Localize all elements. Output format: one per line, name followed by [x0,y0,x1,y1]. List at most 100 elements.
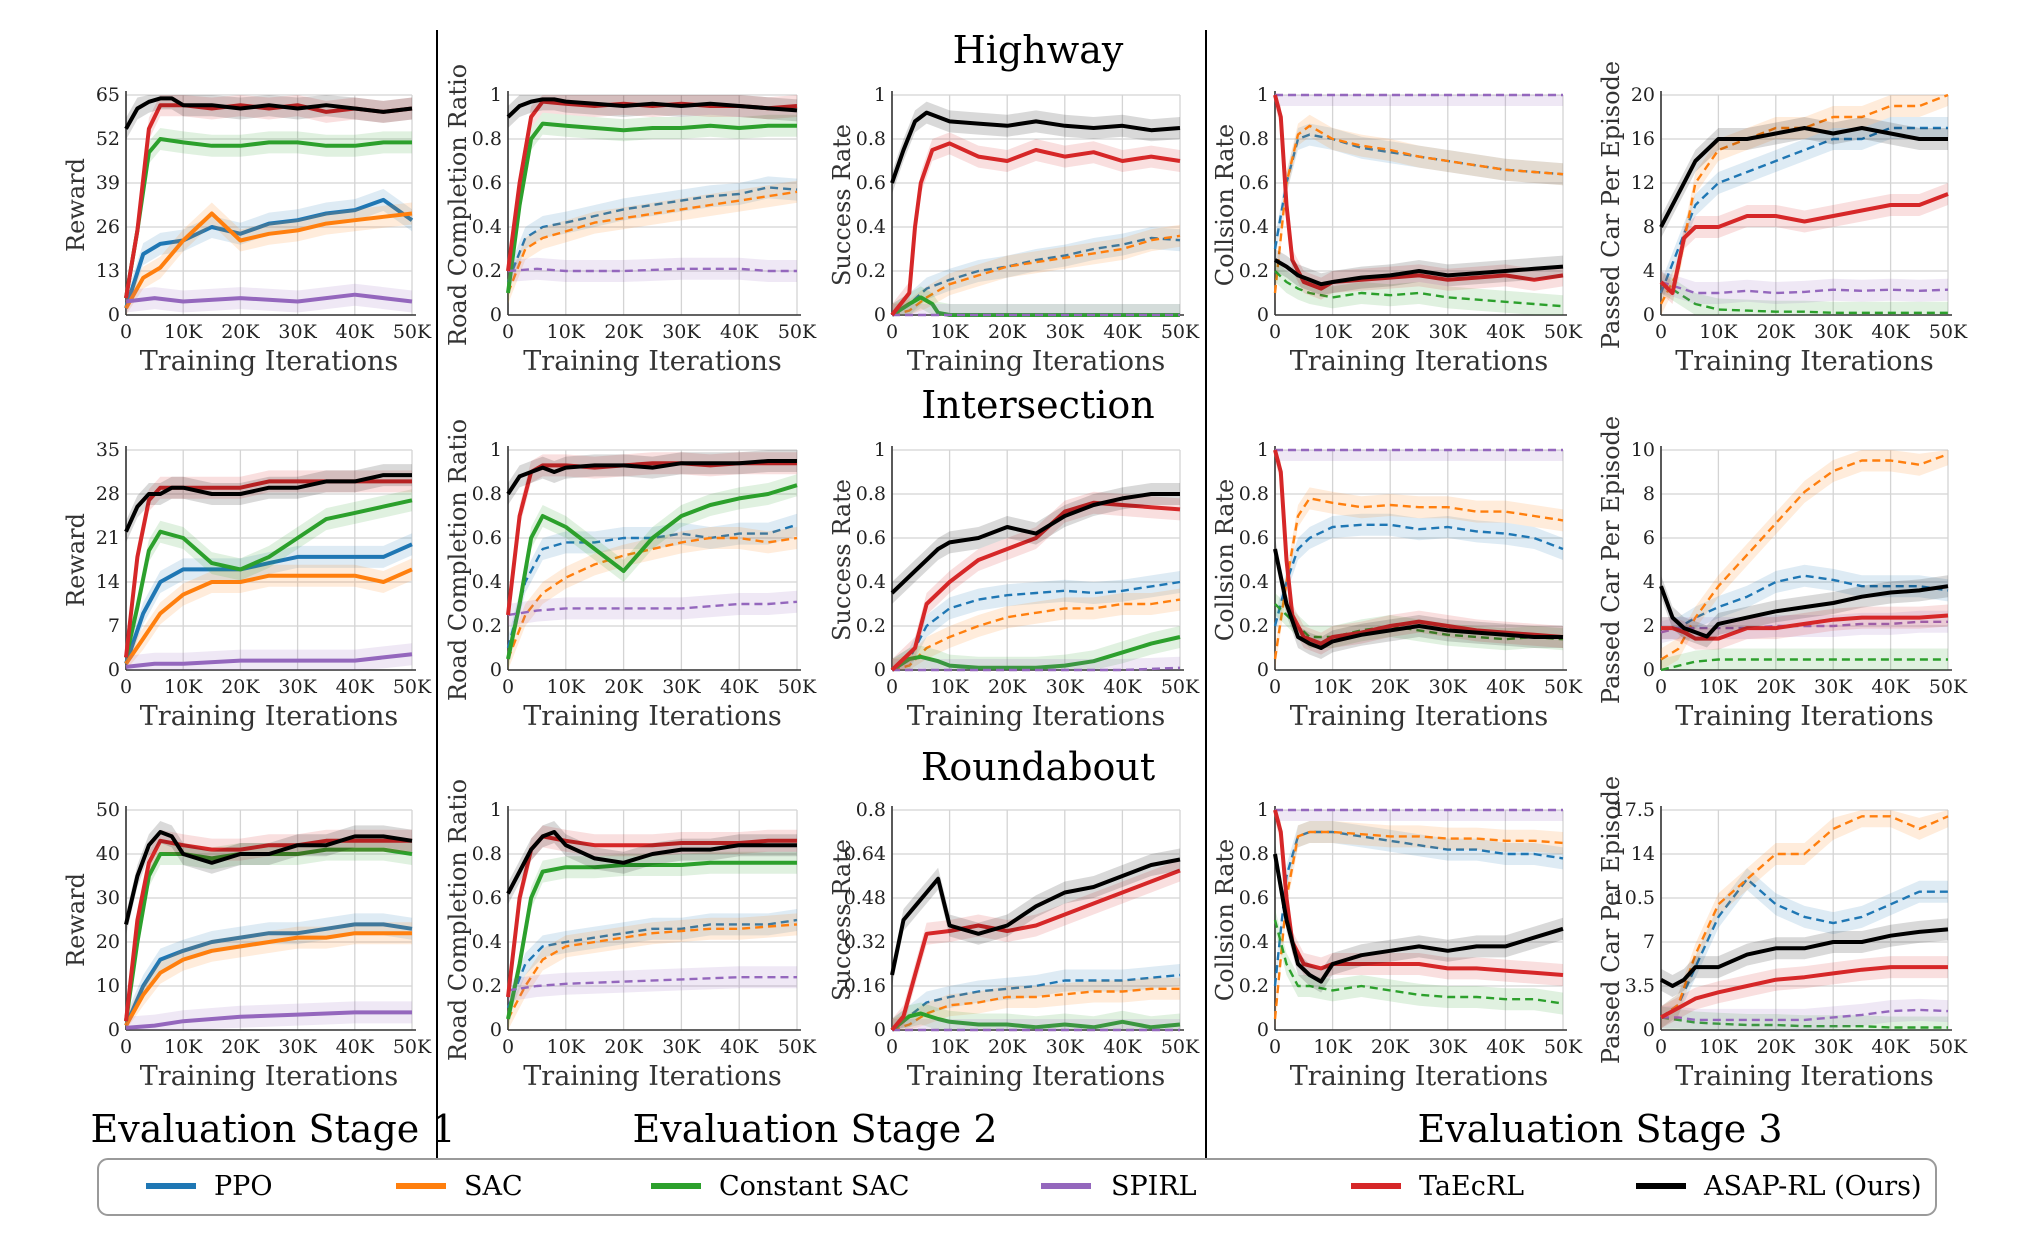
y-tick-label: 0.8 [1239,483,1269,505]
row-title-roundabout: Roundabout [921,745,1155,789]
y-axis-label: Success Rate [828,124,856,286]
x-tick-label: 20K [1371,321,1410,343]
panel-intersection-3-series-constant-sac-band [892,626,1180,670]
panel-roundabout-4-series-asap-rl-ours-band [1275,843,1563,993]
panel-roundabout-2-series-sac-band [508,913,797,1030]
y-axis-label: Reward [62,873,90,967]
panel-intersection-1-series-spirl [125,652,413,669]
panel-intersection-1-series-constant-sac [124,498,413,658]
x-tick-label: 20K [988,321,1027,343]
y-tick-label: 0.8 [472,843,502,865]
panel-intersection-4-series-asap-rl-ours [1273,548,1563,650]
panel-roundabout-2-series-constant-sac-band [508,851,797,1030]
x-tick-label: 20K [221,1036,260,1058]
x-tick-label: 50K [393,1036,432,1058]
panel-intersection-5-series-asap-rl-ours [1659,584,1949,639]
panel-highway-3-series-asap-rl-ours [890,110,1181,184]
y-tick-label: 0.6 [856,527,886,549]
x-axis-label: Training Iterations [1675,346,1933,377]
y-tick-label: 0 [108,304,120,326]
panel-roundabout-2-series-constant-sac [506,860,797,1020]
panel-roundabout-5-series-ppo-band [1661,868,1948,1029]
legend-label-constant-sac: Constant SAC [719,1171,910,1202]
panel-roundabout-1-series-asap-rl-ours [124,830,413,925]
y-tick-label: 39 [96,172,120,194]
x-tick-label: 30K [1046,321,1085,343]
x-tick-label: 10K [1313,321,1352,343]
y-tick-label: 65 [96,84,120,106]
x-axis-label: Training Iterations [1675,701,1933,732]
y-tick-label: 0.6 [1239,887,1269,909]
panel-intersection-3-series-constant-sac [890,635,1181,672]
panel-highway-3-series-ppo-band [892,227,1180,315]
y-tick-label: 1 [1257,84,1269,106]
x-tick-label: 20K [604,676,643,698]
y-tick-label: 0.4 [472,931,502,953]
x-tick-label: 30K [1046,676,1085,698]
x-axis-label: Training Iterations [140,701,398,732]
x-axis-label: Training Iterations [1675,1061,1933,1092]
y-axis-label: Road Completion Ratio [444,779,472,1061]
panel-roundabout-3-series-taecrl [890,868,1181,1032]
panel-highway-3-series-taecrl [890,141,1181,317]
legend-entry-taecrl: TaEcRL [1351,1171,1524,1202]
x-tick-label: 20K [1371,1036,1410,1058]
x-tick-label: 50K [1544,321,1583,343]
x-tick-label: 40K [720,676,759,698]
panel-intersection-1: 0 10K 20K 30K 40K 50K 0 7 14 21 28 35 Training Itera… [62,439,432,732]
x-tick-label: 40K [1871,1036,1910,1058]
y-tick-label: 30 [96,887,120,909]
y-tick-label: 0.8 [856,128,886,150]
y-tick-label: 0.6 [856,172,886,194]
y-tick-label: 0.2 [1239,975,1269,997]
y-tick-label: 0.2 [472,615,502,637]
panel-roundabout-5: 0 10K 20K 30K 40K 50K 0 3.5 7 10.5 14 17.5 Training … [1597,776,1968,1092]
panel-intersection-3-series-sac [891,598,1181,672]
legend-label-sac: SAC [464,1171,523,1202]
y-tick-label: 1 [1257,439,1269,461]
panel-intersection-3-series-sac-band [892,588,1180,670]
x-tick-label: 20K [1757,321,1796,343]
panel-intersection-4-series-ppo-band [1275,513,1563,637]
stage-label-2: Evaluation Stage 2 [632,1107,997,1151]
y-axis-label: Road Completion Ratio [444,64,472,346]
x-tick-label: 0 [120,1036,132,1058]
panel-roundabout-4-series-spirl-band [1275,810,1563,821]
panel-highway-5-series-taecrl [1659,192,1949,295]
x-tick-label: 40K [1103,1036,1142,1058]
y-tick-label: 0 [1643,1019,1655,1041]
y-tick-label: 2 [1643,615,1655,637]
x-tick-label: 10K [930,1036,969,1058]
x-tick-label: 30K [1814,676,1853,698]
panel-roundabout-5-series-taecrl [1660,965,1948,1020]
y-tick-label: 0 [490,1019,502,1041]
y-tick-label: 12 [1631,172,1655,194]
y-tick-label: 0.8 [856,799,886,821]
x-tick-label: 50K [778,1036,817,1058]
panel-roundabout-1-series-ppo-band [126,913,412,1030]
y-tick-label: 0.6 [472,527,502,549]
x-tick-label: 50K [1161,321,1200,343]
y-tick-label: 21 [96,527,120,549]
y-tick-label: 7 [108,615,120,637]
x-tick-label: 50K [393,321,432,343]
x-tick-label: 0 [502,676,514,698]
x-axis-label: Training Iterations [140,1061,398,1092]
panel-roundabout-5-series-ppo [1660,877,1948,1019]
x-tick-label: 10K [164,676,203,698]
x-tick-label: 50K [1929,321,1968,343]
x-tick-label: 10K [1313,1036,1352,1058]
panel-highway-5-series-spirl [1660,280,1949,295]
y-tick-label: 0.8 [472,483,502,505]
legend-frame [97,1158,1937,1216]
panel-roundabout-4-series-taecrl [1273,809,1564,977]
panel-intersection-3-series-ppo-band [892,571,1180,670]
x-tick-label: 30K [662,676,701,698]
x-tick-label: 50K [778,676,817,698]
y-tick-label: 0.2 [1239,260,1269,282]
y-tick-label: 0 [490,659,502,681]
panel-intersection-1-series-asap-rl-ours [124,473,412,533]
y-tick-label: 0 [874,304,886,326]
